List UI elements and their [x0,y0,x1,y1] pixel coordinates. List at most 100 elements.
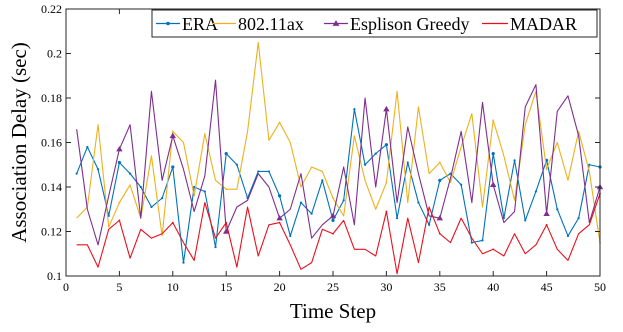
data-point [513,159,516,162]
data-point [128,172,132,175]
data-point [267,170,271,173]
data-point [331,218,335,222]
data-point [150,205,153,209]
data-point [117,160,121,165]
data-point [492,119,495,122]
data-point [118,219,121,222]
data-point [395,217,399,220]
series-era [75,108,602,264]
data-point [278,194,282,198]
data-point [235,163,238,166]
data-point [161,197,164,200]
data-point [96,168,100,171]
series-layer [75,41,604,275]
data-point [257,170,260,173]
data-point [524,219,527,222]
data-point [428,223,431,226]
data-point [310,212,313,215]
data-point [289,234,292,238]
legend-label-esplison-greedy: Esplison Greedy [350,14,469,34]
data-point [438,178,442,182]
y-tick-label: 0.22 [41,2,62,16]
data-point [545,223,548,226]
series-line-era [76,108,601,264]
data-point [543,210,550,216]
legend: ERA 802.11ax Esplison Greedy MADAR [151,9,598,38]
x-tick-label: 0 [63,280,69,294]
data-point [363,163,367,166]
data-point [225,188,228,191]
x-tick-label: 35 [434,280,446,294]
data-point [171,221,174,224]
data-point [353,108,356,111]
x-tick-label: 30 [380,280,392,294]
data-point [86,145,89,149]
data-point [171,165,175,169]
data-point [436,214,443,221]
data-point [332,197,334,200]
x-tick-label: 40 [487,280,499,294]
data-point [406,161,409,164]
data-point [224,152,228,156]
data-point [384,143,388,147]
data-point [225,221,228,224]
x-tick-label: 20 [274,280,286,294]
data-point [460,183,463,186]
data-point [171,130,174,133]
x-tick-label: 45 [541,280,553,294]
x-tick-label: 10 [167,280,179,294]
x-tick-label: 50 [594,280,606,294]
data-point [169,132,176,139]
y-tick-label: 0.2 [47,47,62,61]
data-point [470,241,473,244]
data-point [588,163,591,166]
data-point [566,234,570,238]
data-point [203,190,206,193]
x-tick-label: 25 [327,280,339,294]
series-line-madar [76,193,601,275]
y-tick-label: 0.12 [41,225,62,239]
data-point [417,201,420,204]
data-point [276,214,283,221]
data-point [193,185,196,189]
data-point [182,261,185,264]
data-point [75,172,78,175]
data-point [107,214,110,218]
data-point [438,161,441,164]
series-esplison-greedy [76,79,604,246]
y-tick-label: 0.16 [41,136,62,150]
data-point [385,181,388,184]
data-point [342,199,345,202]
data-point [278,221,281,224]
x-tick-label: 5 [116,280,122,294]
data-point [490,181,497,188]
data-point [545,168,548,171]
data-point [577,217,580,220]
data-point [214,245,217,249]
data-point [556,208,559,211]
data-point [329,212,337,219]
series-line-esplison-greedy [76,79,601,246]
data-point [385,210,388,213]
data-point [491,152,495,156]
data-point [278,121,281,124]
x-tick-label: 15 [220,280,232,294]
legend-label-era: ERA [182,14,218,34]
x-axis-label: Time Step [290,299,376,323]
plot-area [66,9,600,276]
data-point [438,232,441,235]
data-point [116,145,123,152]
legend-marker-esplison-greedy [332,20,340,26]
data-point [383,105,390,112]
data-point [332,232,334,235]
legend-label-802-11ax: 802.11ax [238,14,304,34]
y-tick-label: 0.18 [41,91,62,105]
y-axis-label: Association Delay (sec) [7,42,31,243]
data-point [118,201,121,204]
data-point [534,190,538,193]
data-point [481,239,484,242]
data-point [374,152,377,155]
legend-label-madar: MADAR [510,14,577,34]
legend-marker-era [166,21,170,26]
